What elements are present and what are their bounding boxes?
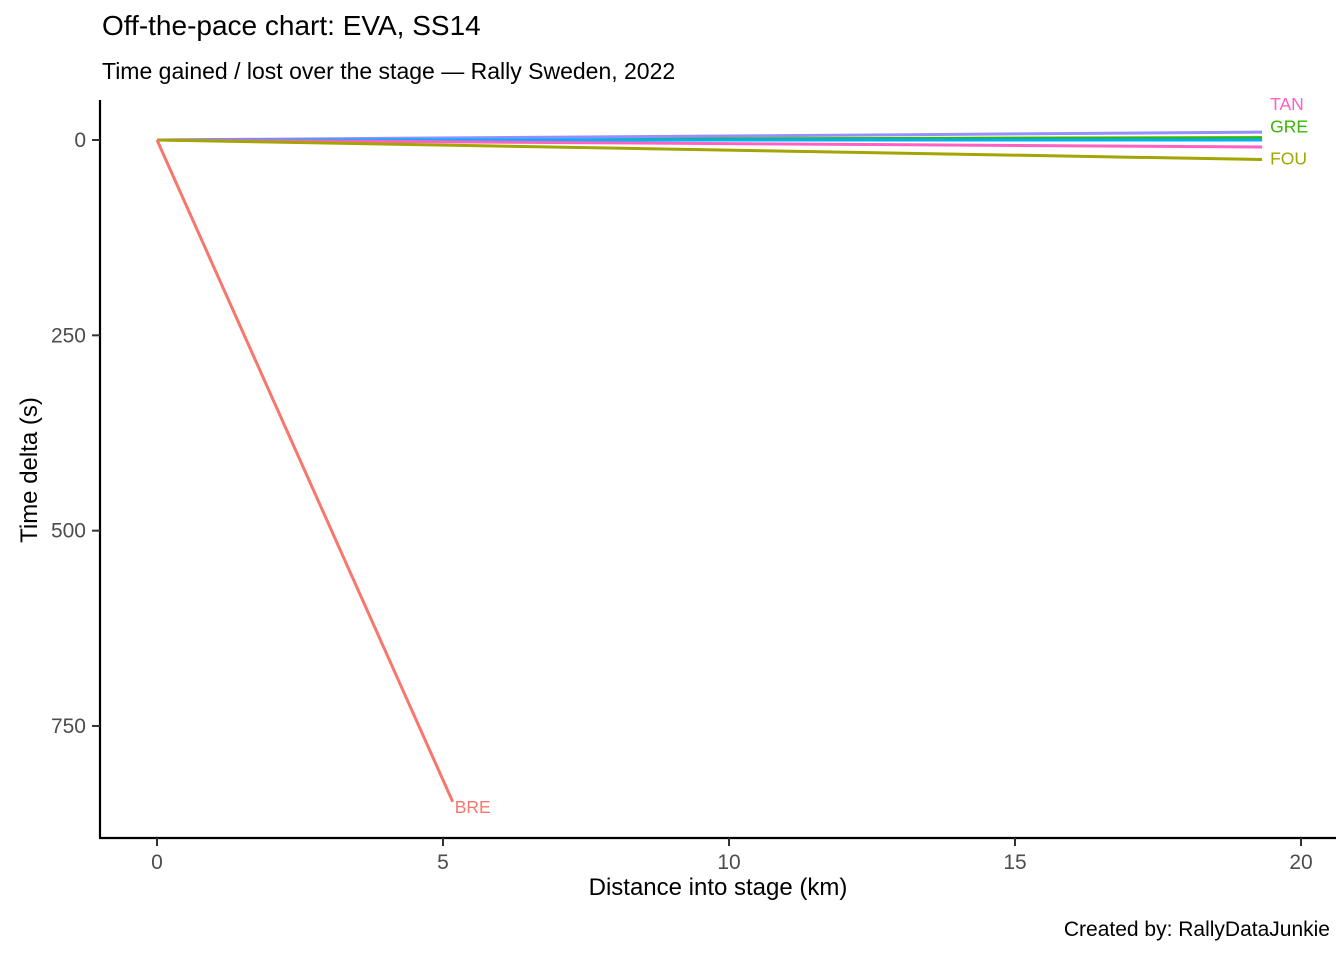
- x-tick-label: 15: [1003, 851, 1026, 874]
- series-end-label-BRE: BRE: [455, 797, 491, 817]
- series-line-TAN: [156, 138, 1263, 149]
- series-end-label-FOU: FOU: [1270, 149, 1307, 169]
- y-tick-label: 0: [74, 129, 86, 152]
- y-tick-label: 500: [51, 520, 86, 543]
- y-axis-title: Time delta (s): [16, 397, 43, 543]
- series-end-label-GRE: GRE: [1270, 117, 1308, 137]
- y-tick-label: 250: [51, 324, 86, 347]
- series-end-label-TAN: TAN: [1270, 94, 1304, 114]
- series-line-FOU: [156, 138, 1263, 162]
- x-tick-label: 20: [1289, 851, 1312, 874]
- x-axis-title: Distance into stage (km): [588, 874, 848, 901]
- series-group: GRE TAN FOU BRE: [155, 94, 1308, 817]
- y-tick-label: 750: [51, 715, 86, 738]
- x-tick-label: 0: [151, 851, 163, 874]
- series-line-BRE: [155, 139, 455, 803]
- credit-caption: Created by: RallyDataJunkie: [1063, 918, 1330, 941]
- x-tick-label: 5: [437, 851, 449, 874]
- x-tick-label: 10: [717, 851, 740, 874]
- chart-subtitle: Time gained / lost over the stage — Rall…: [102, 58, 676, 84]
- chart-title: Off-the-pace chart: EVA, SS14: [102, 10, 481, 41]
